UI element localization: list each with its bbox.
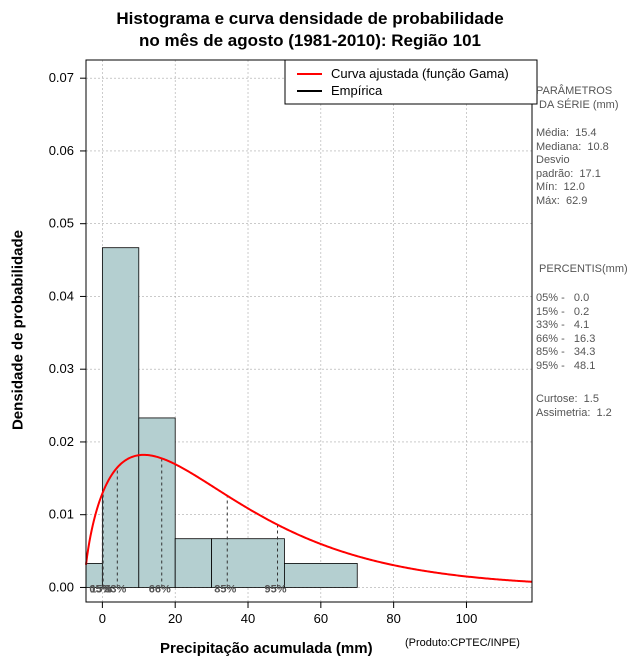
percentile-label: 33% — [104, 583, 126, 595]
histogram-bar — [138, 417, 176, 588]
histogram-bar — [101, 247, 140, 588]
y-tick-label: 0.00 — [49, 579, 74, 594]
chart-title-line2: no mês de agosto (1981-2010): Região 101 — [138, 31, 482, 50]
x-tick-label: 0 — [99, 611, 106, 626]
series-params-values: Média: 15.4 Mediana: 10.8 Desvio padrão:… — [536, 127, 609, 207]
x-tick-label: 80 — [386, 611, 400, 626]
percentile-label: 15% — [90, 583, 112, 595]
y-tick-label: 0.01 — [49, 507, 74, 522]
y-tick-label: 0.04 — [49, 288, 74, 303]
legend-empirical-label: Empírica — [331, 83, 383, 98]
x-tick-label: 100 — [456, 611, 478, 626]
x-axis-label: Precipitação acumulada (mm) — [160, 640, 373, 657]
x-tick-label: 20 — [168, 611, 182, 626]
y-tick-label: 0.06 — [49, 143, 74, 158]
y-tick-label: 0.02 — [49, 434, 74, 449]
histogram-bar — [211, 538, 285, 588]
percentile-label: 05% — [89, 583, 111, 595]
percentiles-values: 05% - 0.0 15% - 0.2 33% - 4.1 66% - 16.3… — [536, 292, 596, 372]
product-credit: (Produto:CPTEC/INPE) — [405, 637, 520, 649]
chart-title-line1: Histograma e curva densidade de probabil… — [116, 9, 504, 28]
percentiles-header: PERCENTIS(mm) — [536, 263, 628, 275]
legend-box — [284, 59, 538, 105]
gamma-fit-curve — [85, 453, 533, 583]
shape-stats: Curtose: 1.5 Assimetria: 1.2 — [536, 393, 612, 419]
y-tick-label: 0.07 — [49, 70, 74, 85]
histogram-bar — [174, 538, 213, 588]
percentile-label: 85% — [214, 583, 236, 595]
legend-curve-label: Curva ajustada (função Gama) — [331, 66, 509, 81]
y-tick-label: 0.05 — [49, 216, 74, 231]
x-tick-label: 40 — [241, 611, 255, 626]
y-axis-label: Densidade de probabilidade — [9, 229, 27, 431]
percentile-label: 66% — [149, 583, 171, 595]
histogram-bar — [284, 563, 358, 588]
series-params-header: PARÂMETROS DA SÉRIE (mm) — [536, 85, 619, 111]
percentile-label: 95% — [265, 583, 287, 595]
x-tick-label: 60 — [314, 611, 328, 626]
y-tick-label: 0.03 — [49, 361, 74, 376]
